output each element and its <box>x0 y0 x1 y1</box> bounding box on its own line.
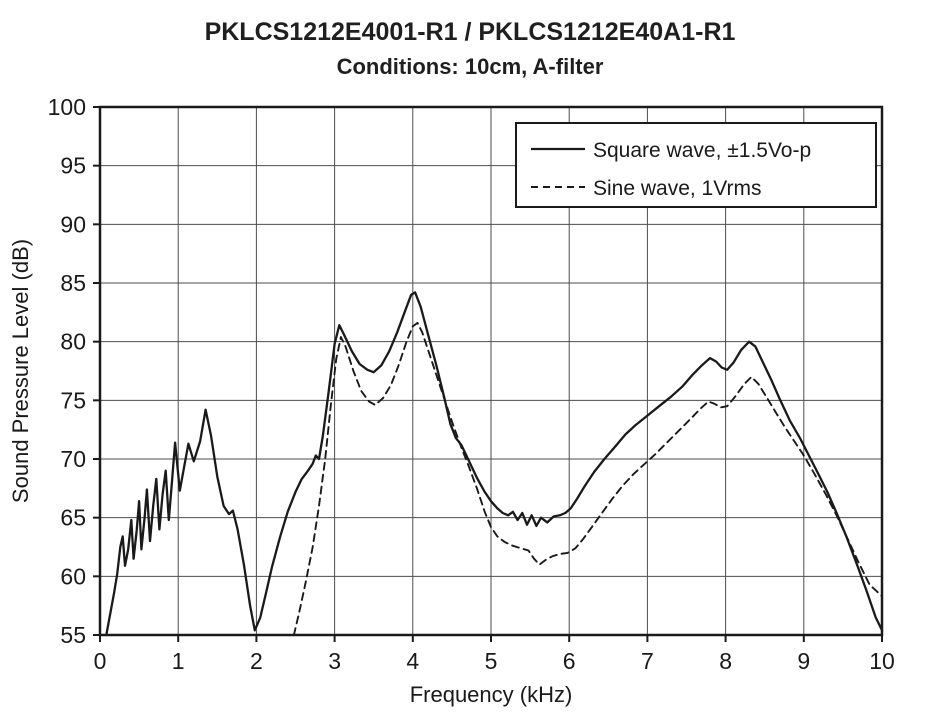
y-tick-label: 80 <box>60 329 86 355</box>
y-tick-label: 55 <box>60 622 86 648</box>
chart-subtitle: Conditions: 10cm, A-filter <box>337 54 604 79</box>
series-line-square-wave <box>105 291 884 637</box>
legend-label-square-wave: Square wave, ±1.5Vo-p <box>593 139 811 162</box>
y-axis-label: Sound Pressure Level (dB) <box>8 239 33 503</box>
x-tick-label: 6 <box>563 648 576 674</box>
x-tick-label: 9 <box>797 648 810 674</box>
x-tick-label: 4 <box>406 648 419 674</box>
legend: Square wave, ±1.5Vo-p Sine wave, 1Vrms <box>515 122 877 208</box>
x-tick-label: 0 <box>94 648 107 674</box>
chart-title: PKLCS1212E4001-R1 / PKLCS1212E40A1-R1 <box>205 18 736 46</box>
y-tick-label: 85 <box>60 270 86 296</box>
x-tick-label: 2 <box>250 648 263 674</box>
x-tick-label: 7 <box>641 648 654 674</box>
y-tick-label: 90 <box>60 211 86 237</box>
series-line-sine-wave <box>292 321 883 636</box>
x-tick-label: 1 <box>172 648 185 674</box>
x-axis-label: Frequency (kHz) <box>410 682 573 707</box>
axis-layer: 0 1 2 3 4 5 6 7 8 9 10 55 60 65 70 75 80 85 90 95 100 <box>48 94 895 674</box>
x-tick-label: 5 <box>485 648 498 674</box>
legend-box <box>515 122 877 208</box>
y-tick-label: 75 <box>60 387 86 413</box>
y-tick-label: 100 <box>48 94 86 120</box>
y-tick-label: 65 <box>60 505 86 531</box>
x-tick-label: 10 <box>869 648 895 674</box>
y-tick-label: 95 <box>60 153 86 179</box>
x-tick-label: 3 <box>328 648 341 674</box>
y-tick-label: 60 <box>60 563 86 589</box>
y-tick-label: 70 <box>60 446 86 472</box>
legend-label-sine-wave: Sine wave, 1Vrms <box>593 177 761 200</box>
series-layer <box>105 291 884 637</box>
x-tick-label: 8 <box>719 648 732 674</box>
